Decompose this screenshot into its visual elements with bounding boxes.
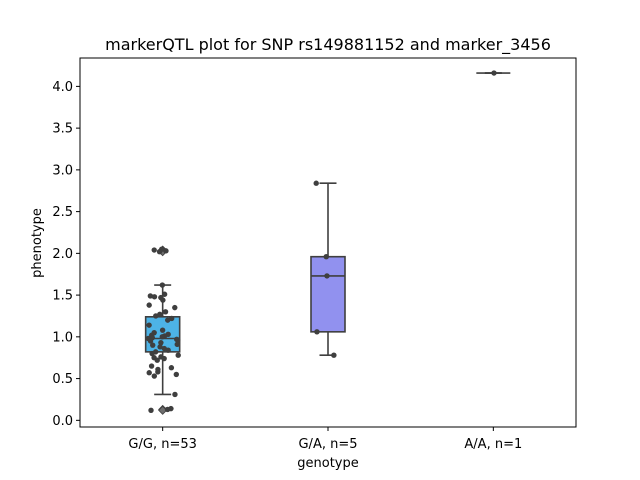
y-axis: 0.0 0.5 1.0 1.5 2.0 2.5 3.0 3.5 4.0 bbox=[52, 80, 80, 429]
data-point bbox=[161, 291, 168, 297]
data-point bbox=[159, 327, 166, 333]
data-point bbox=[147, 338, 154, 344]
data-point bbox=[146, 302, 152, 308]
data-point bbox=[173, 371, 180, 378]
data-point bbox=[146, 322, 152, 328]
x-axis-label: genotype bbox=[297, 456, 358, 471]
data-point bbox=[157, 344, 163, 350]
data-point bbox=[164, 406, 171, 413]
data-point bbox=[175, 352, 181, 358]
box-group bbox=[144, 245, 181, 415]
chart-title: markerQTL plot for SNP rs149881152 and m… bbox=[105, 35, 551, 55]
y-tick-label: 1.5 bbox=[52, 289, 73, 304]
data-point bbox=[172, 304, 178, 311]
data-point bbox=[491, 70, 497, 76]
data-point bbox=[148, 407, 154, 414]
data-point bbox=[175, 337, 181, 343]
data-point bbox=[159, 334, 165, 340]
data-point bbox=[324, 273, 330, 279]
data-point bbox=[156, 248, 163, 255]
data-point bbox=[158, 339, 164, 346]
y-tick-label: 0.0 bbox=[52, 414, 73, 429]
data-point bbox=[161, 355, 167, 362]
data-point bbox=[157, 311, 163, 317]
x-tick-label: A/A, n=1 bbox=[464, 437, 522, 452]
data-point bbox=[151, 247, 157, 253]
data-point bbox=[154, 357, 160, 363]
x-axis: G/G, n=53 G/A, n=5 A/A, n=1 bbox=[128, 427, 522, 452]
data-point bbox=[159, 282, 166, 288]
data-point bbox=[160, 297, 166, 303]
data-point bbox=[151, 294, 158, 300]
box bbox=[310, 255, 346, 333]
y-axis-label: phenotype bbox=[30, 208, 45, 278]
data-point bbox=[153, 313, 159, 319]
x-tick-label: G/G, n=53 bbox=[128, 437, 196, 452]
data-point bbox=[172, 391, 178, 398]
plot-area bbox=[144, 70, 511, 415]
data-point bbox=[151, 373, 158, 379]
x-tick-label: G/A, n=5 bbox=[298, 437, 357, 452]
data-point bbox=[165, 347, 171, 353]
data-point bbox=[149, 350, 155, 357]
y-tick-label: 2.0 bbox=[52, 247, 73, 262]
y-tick-label: 3.5 bbox=[52, 122, 73, 137]
data-point bbox=[162, 309, 169, 315]
y-tick-label: 0.5 bbox=[52, 372, 73, 387]
data-point bbox=[163, 248, 169, 254]
y-tick-label: 1.0 bbox=[52, 330, 73, 345]
y-tick-label: 4.0 bbox=[52, 80, 73, 95]
y-tick-label: 3.0 bbox=[52, 163, 73, 178]
data-point bbox=[148, 363, 155, 369]
data-point bbox=[331, 352, 337, 358]
data-point bbox=[146, 370, 152, 376]
data-point bbox=[168, 365, 175, 371]
data-point bbox=[323, 253, 329, 260]
data-point bbox=[147, 293, 154, 299]
box-group bbox=[476, 70, 511, 76]
data-point bbox=[313, 180, 319, 186]
box-group bbox=[310, 180, 346, 358]
data-point bbox=[165, 317, 171, 323]
data-point bbox=[155, 369, 161, 375]
data-point bbox=[150, 342, 156, 348]
y-tick-label: 2.5 bbox=[52, 205, 73, 220]
data-point bbox=[174, 341, 180, 348]
data-point bbox=[314, 329, 320, 335]
